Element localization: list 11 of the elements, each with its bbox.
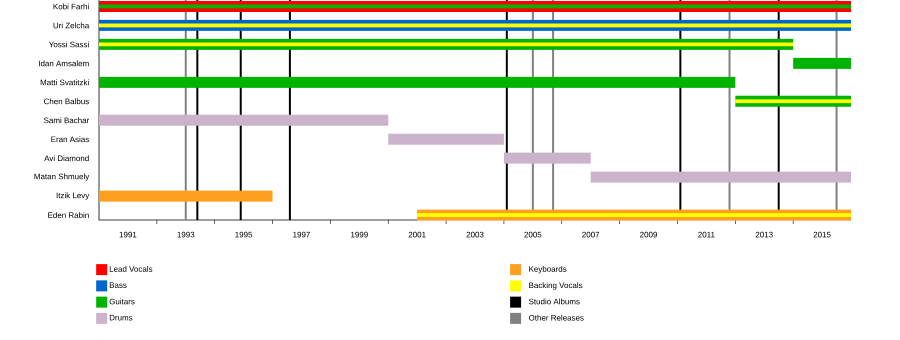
- bar: [99, 24, 852, 28]
- bar: [99, 190, 273, 202]
- bar: [590, 172, 852, 183]
- bar: [388, 134, 504, 145]
- bar: [504, 152, 591, 164]
- bar: [793, 58, 852, 69]
- bar: [99, 76, 736, 88]
- bar: [417, 213, 852, 217]
- bar: [99, 42, 794, 46]
- bar: [99, 114, 388, 126]
- bar: [735, 99, 852, 104]
